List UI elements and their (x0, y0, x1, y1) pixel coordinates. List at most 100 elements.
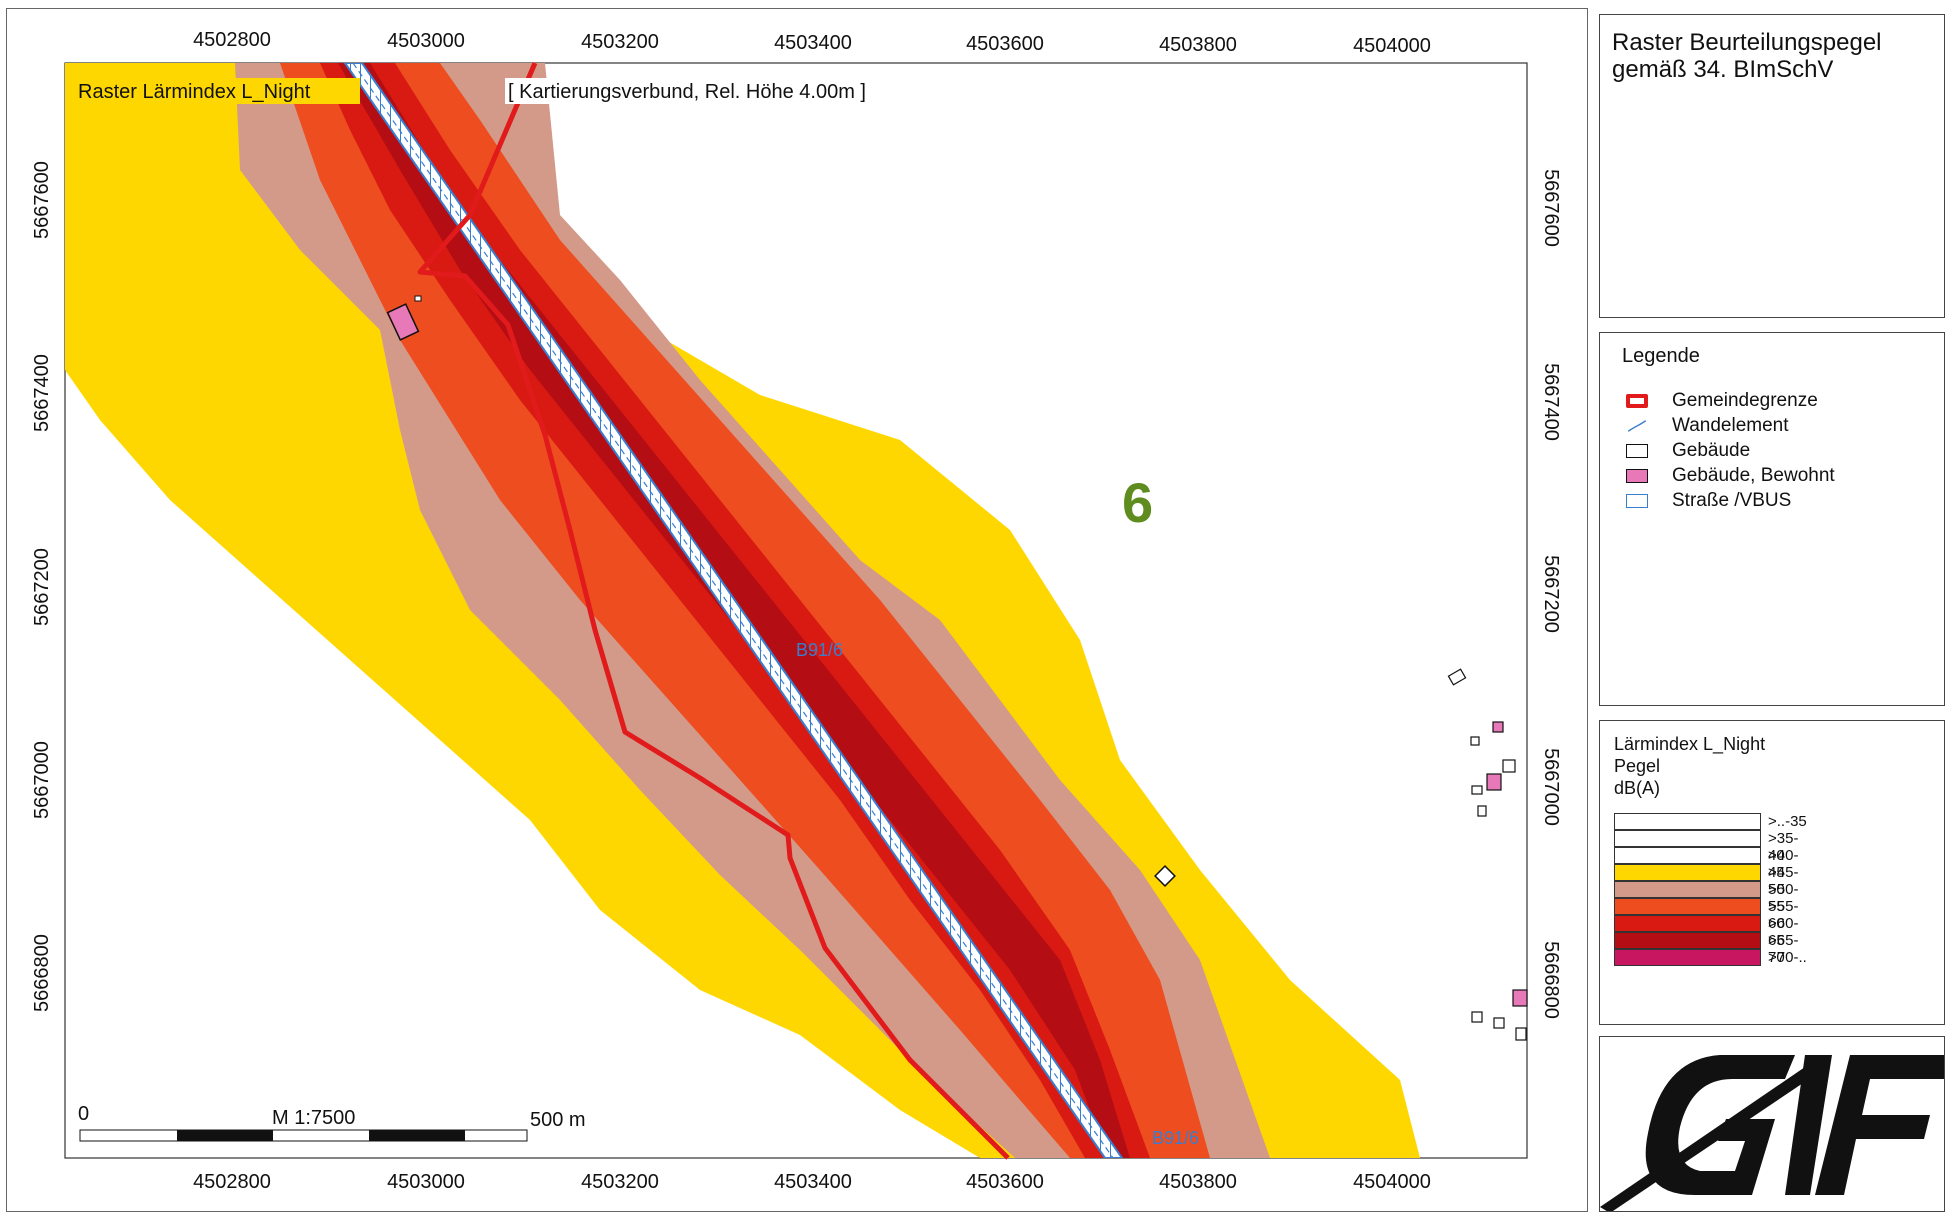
legend-item-road: Straße /VBUS (1622, 490, 1922, 515)
inhabited-building (386, 303, 420, 341)
tick-label: 4503800 (1159, 34, 1237, 56)
tick-label: 4502800 (193, 1171, 271, 1193)
level-swatch (1614, 864, 1761, 881)
gaf-logo (1600, 1055, 1944, 1211)
level-panel: Lärmindex L_Night Pegel dB(A) >..-35 >35-… (1599, 720, 1945, 1025)
inhabited-building-icon (1626, 469, 1648, 483)
building-icon (1626, 444, 1648, 458)
scale-ratio: M 1:7500 (272, 1107, 355, 1129)
tick-label: 5667600 (31, 161, 53, 239)
level-swatch (1614, 847, 1761, 864)
building (1502, 759, 1516, 773)
inhabited-building (1492, 721, 1504, 733)
building (1471, 1011, 1483, 1023)
tick-label: 5667400 (1540, 363, 1562, 441)
building (1477, 805, 1487, 817)
municipal-boundary (417, 62, 1010, 1160)
boundary-icon (1626, 394, 1648, 408)
tick-label: 4503600 (966, 1171, 1044, 1193)
level-label: >70-.. (1768, 949, 1807, 966)
legend-label: Straße /VBUS (1672, 490, 1792, 511)
level-swatch (1614, 813, 1761, 830)
level-swatch (1614, 830, 1761, 847)
legend-label: Gebäude (1672, 440, 1751, 461)
level-label: >60-65 (1768, 915, 1799, 949)
tick-label: 5667400 (31, 354, 53, 432)
tick-label: 4503400 (774, 32, 852, 54)
legend-item-inhabited: Gebäude, Bewohnt (1622, 465, 1922, 490)
logo-panel (1599, 1036, 1945, 1212)
title-panel: Raster Beurteilungspegel gemäß 34. BImSc… (1599, 14, 1945, 318)
subtitle-bg (505, 78, 925, 104)
level-label: >55-60 (1768, 898, 1799, 932)
building (1515, 1027, 1527, 1041)
scale-start: 0 (78, 1103, 89, 1125)
road-label: B91/6 (1152, 1128, 1199, 1148)
building (414, 295, 422, 302)
tick-label: 5667200 (1540, 555, 1562, 633)
scale-bar: 0 M 1:7500 500 m (78, 1103, 586, 1144)
tick-label: 4503600 (966, 33, 1044, 55)
tick-label: 5667600 (1540, 169, 1562, 247)
legend-label: Wandelement (1672, 415, 1789, 436)
road-centerline (352, 63, 1114, 1158)
tick-label: 5667200 (31, 548, 53, 626)
tick-label: 4503000 (387, 30, 465, 52)
level-swatch (1614, 949, 1761, 966)
level-swatch (1614, 898, 1761, 915)
panel-title-line2: gemäß 34. BImSchV (1612, 56, 1834, 83)
tick-label: 4504000 (1353, 1171, 1431, 1193)
building (1493, 1017, 1505, 1029)
legend-heading: Legende (1622, 345, 1700, 367)
level-label: >..-35 (1768, 813, 1807, 830)
legend-item-building: Gebäude (1622, 440, 1922, 465)
level-title: Lärmindex L_Night (1614, 734, 1766, 754)
tick-label: 5667000 (1540, 748, 1562, 826)
level-swatch (1614, 915, 1761, 932)
panel-title-line1: Raster Beurteilungspegel (1612, 29, 1882, 56)
y-ticks-left: 5667600 5667400 5667200 5667000 5666800 (31, 161, 53, 1012)
y-ticks-right: 5667600 5667400 5667200 5667000 5666800 (1540, 169, 1562, 1019)
map-subtitle: [ Kartierungsverbund, Rel. Höhe 4.00m ] (508, 81, 866, 103)
tick-label: 4503000 (387, 1171, 465, 1193)
legend-label: Gebäude, Bewohnt (1672, 465, 1835, 486)
inhabited-building (1512, 989, 1528, 1007)
building (1447, 668, 1467, 686)
buildings (386, 295, 1528, 1041)
wall-element-icon (1627, 420, 1647, 432)
legend-item-wall: Wandelement (1622, 415, 1922, 440)
x-ticks-top: 4502800 4503000 4503200 4503400 4503600 … (193, 29, 1431, 57)
noise-map[interactable]: Raster Lärmindex L_Night [ Kartierungsve… (0, 0, 1590, 1217)
level-unit: dB(A) (1614, 778, 1661, 798)
tick-label: 4503200 (581, 31, 659, 53)
level-label: >45-50 (1768, 864, 1799, 898)
building (1470, 736, 1480, 746)
legend-label: Gemeindegrenze (1672, 390, 1818, 411)
tick-label: 4503400 (774, 1171, 852, 1193)
tick-label: 5666800 (31, 934, 53, 1012)
x-ticks-bottom: 4502800 4503000 4503200 4503400 4503600 … (193, 1171, 1431, 1193)
tick-label: 5666800 (1540, 941, 1562, 1019)
road-label: B91/6 (796, 640, 843, 660)
level-label: >65-70 (1768, 932, 1799, 966)
tick-label: 4503800 (1159, 1171, 1237, 1193)
tile-number: 6 (1122, 471, 1153, 534)
scale-end: 500 m (530, 1109, 586, 1131)
level-swatch (1614, 881, 1761, 898)
road-icon (1626, 494, 1648, 508)
legend-item-boundary: Gemeindegrenze (1622, 390, 1922, 415)
road-surface (343, 63, 1124, 1158)
tick-label: 4502800 (193, 29, 271, 51)
map-title: Raster Lärmindex L_Night (78, 81, 311, 103)
tick-label: 4504000 (1353, 35, 1431, 57)
inhabited-building (1486, 773, 1502, 791)
level-label: >40-45 (1768, 847, 1799, 881)
tick-label: 4503200 (581, 1171, 659, 1193)
legend-panel: Legende Gemeindegrenze Wandelement Gebäu… (1599, 332, 1945, 706)
level-label: >50-55 (1768, 881, 1799, 915)
tick-label: 5667000 (31, 741, 53, 819)
sheet-border (6, 8, 1588, 1212)
level-label: >35-40 (1768, 830, 1799, 864)
level-swatch (1614, 932, 1761, 949)
title-bg (72, 78, 360, 104)
